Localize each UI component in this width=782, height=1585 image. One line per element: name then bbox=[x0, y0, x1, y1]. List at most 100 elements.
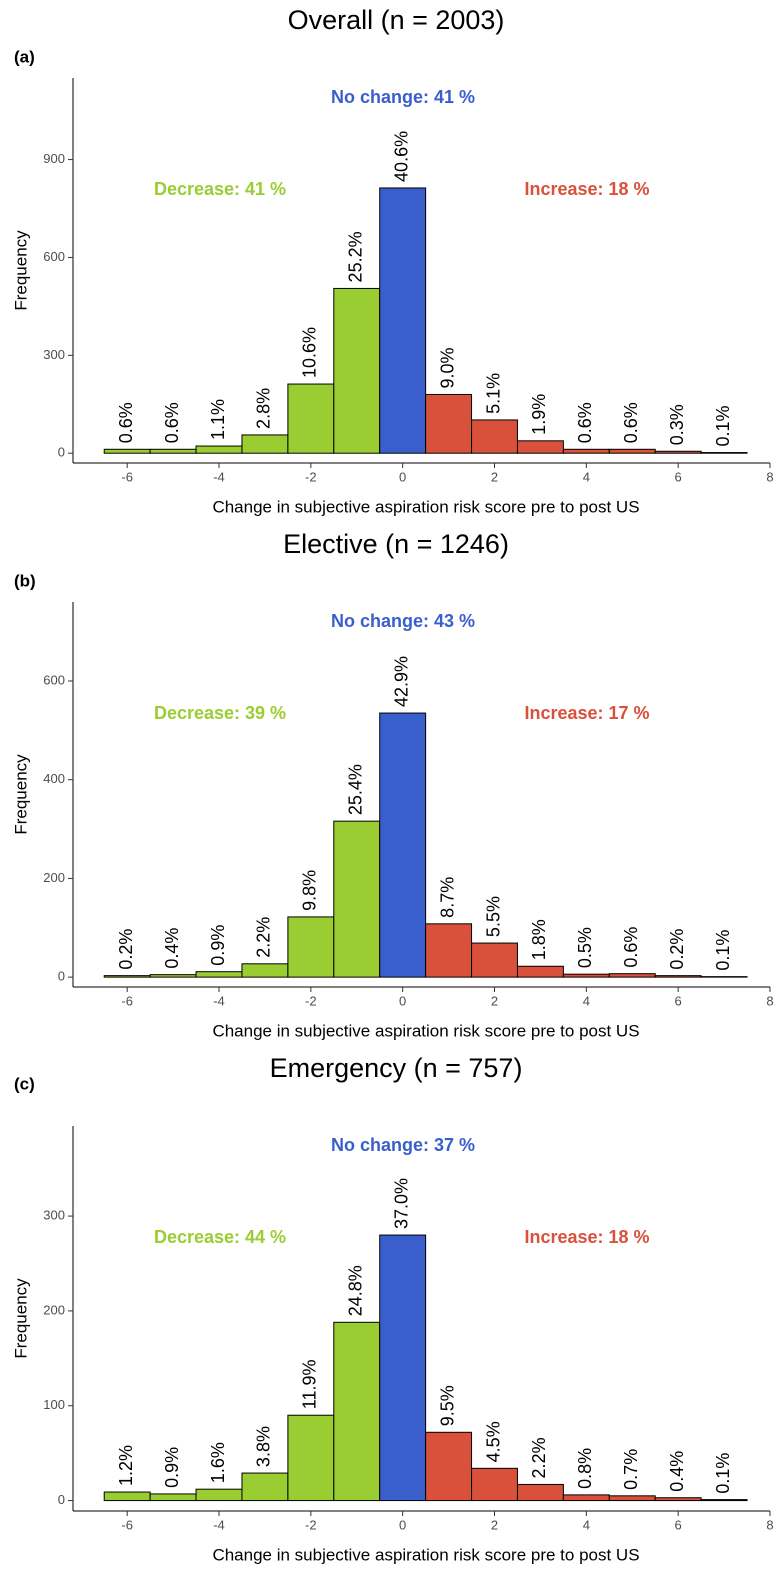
panel-label: (a) bbox=[14, 47, 35, 66]
annotation: Decrease: 39 % bbox=[154, 703, 286, 723]
x-tick-label: -4 bbox=[213, 993, 225, 1008]
bar bbox=[241, 963, 289, 978]
chart-title: Overall (n = 2003) bbox=[288, 5, 505, 35]
x-tick-label: -6 bbox=[121, 469, 133, 484]
bar bbox=[700, 452, 748, 454]
bar bbox=[608, 448, 656, 454]
bar bbox=[333, 820, 381, 978]
bar-label: 0.1% bbox=[713, 1453, 733, 1494]
bar-label: 2.2% bbox=[254, 917, 274, 958]
annotation: Increase: 18 % bbox=[524, 179, 649, 199]
y-tick-label: 400 bbox=[43, 771, 65, 786]
bar-label: 5.5% bbox=[483, 896, 503, 937]
bar bbox=[241, 434, 289, 454]
y-tick-label: 0 bbox=[58, 1492, 65, 1507]
bar-label: 40.6% bbox=[391, 131, 411, 182]
x-tick-label: 6 bbox=[675, 469, 682, 484]
bar-label: 0.3% bbox=[667, 404, 687, 445]
x-tick-label: 2 bbox=[491, 993, 498, 1008]
x-tick-label: 8 bbox=[766, 1517, 773, 1532]
bar-label: 0.9% bbox=[208, 925, 228, 966]
x-tick-label: 2 bbox=[491, 469, 498, 484]
bar bbox=[195, 445, 243, 454]
y-axis-title: Frequency bbox=[11, 754, 30, 835]
x-tick-label: -6 bbox=[121, 1517, 133, 1532]
x-tick-label: 4 bbox=[583, 993, 590, 1008]
y-tick-label: 600 bbox=[43, 249, 65, 264]
bar bbox=[654, 1497, 702, 1502]
bar-label: 0.9% bbox=[162, 1447, 182, 1488]
x-tick-label: -4 bbox=[213, 1517, 225, 1532]
bar-label: 0.8% bbox=[575, 1448, 595, 1489]
bar bbox=[654, 450, 702, 454]
panel-label: (b) bbox=[14, 571, 36, 590]
x-tick-label: 6 bbox=[675, 993, 682, 1008]
x-axis-title: Change in subjective aspiration risk sco… bbox=[212, 1545, 639, 1564]
x-tick-label: 2 bbox=[491, 1517, 498, 1532]
bar bbox=[287, 916, 335, 978]
bar bbox=[425, 1431, 473, 1502]
bar-label: 25.4% bbox=[346, 764, 366, 815]
bar-label: 0.5% bbox=[575, 927, 595, 968]
bar-label: 0.4% bbox=[667, 1451, 687, 1492]
bar-label: 0.4% bbox=[162, 928, 182, 969]
x-tick-label: -2 bbox=[305, 993, 317, 1008]
bar-label: 1.2% bbox=[116, 1445, 136, 1486]
x-tick-label: 0 bbox=[399, 1517, 406, 1532]
bar-label: 2.8% bbox=[254, 388, 274, 429]
x-tick-label: 0 bbox=[399, 993, 406, 1008]
x-tick-label: 4 bbox=[583, 1517, 590, 1532]
annotation: No change: 43 % bbox=[331, 611, 475, 631]
y-tick-label: 300 bbox=[43, 1208, 65, 1223]
bar bbox=[149, 974, 197, 978]
chart-title: Elective (n = 1246) bbox=[283, 529, 509, 559]
bar bbox=[516, 440, 564, 454]
bar-label: 5.1% bbox=[483, 373, 503, 414]
x-tick-label: 8 bbox=[766, 469, 773, 484]
bar-label: 42.9% bbox=[391, 656, 411, 707]
bar-label: 3.8% bbox=[254, 1426, 274, 1467]
bar bbox=[333, 1321, 381, 1502]
bar-label: 25.2% bbox=[346, 231, 366, 282]
bar bbox=[516, 965, 564, 978]
bar-label: 0.1% bbox=[713, 930, 733, 971]
bar bbox=[149, 448, 197, 454]
bar-label: 37.0% bbox=[391, 1178, 411, 1229]
bar bbox=[103, 448, 151, 454]
x-tick-label: 4 bbox=[583, 469, 590, 484]
bar bbox=[700, 1499, 748, 1502]
bar-label: 0.6% bbox=[575, 402, 595, 443]
bar bbox=[287, 383, 335, 454]
bar-label: 0.2% bbox=[116, 929, 136, 970]
x-axis-title: Change in subjective aspiration risk sco… bbox=[212, 497, 639, 516]
bar bbox=[562, 973, 610, 978]
bar-label: 2.2% bbox=[529, 1437, 549, 1478]
annotation: Decrease: 41 % bbox=[154, 179, 286, 199]
y-tick-label: 600 bbox=[43, 672, 65, 687]
bar-label: 11.9% bbox=[300, 1360, 320, 1410]
bar bbox=[333, 287, 381, 454]
chart-title: Emergency (n = 757) bbox=[270, 1053, 523, 1083]
annotation: No change: 41 % bbox=[331, 87, 475, 107]
annotation: No change: 37 % bbox=[331, 1135, 475, 1155]
x-tick-label: 0 bbox=[399, 469, 406, 484]
bar-label: 9.5% bbox=[437, 1385, 457, 1426]
bar-label: 0.6% bbox=[116, 402, 136, 443]
panel-label: (c) bbox=[14, 1074, 35, 1093]
bar bbox=[195, 971, 243, 978]
annotation: Increase: 17 % bbox=[524, 703, 649, 723]
bar bbox=[471, 419, 518, 454]
bar-label: 0.7% bbox=[621, 1449, 641, 1490]
y-tick-label: 0 bbox=[58, 969, 65, 984]
annotation: Increase: 18 % bbox=[524, 1227, 649, 1247]
bar-label: 10.6% bbox=[300, 327, 320, 378]
bar-label: 1.9% bbox=[529, 394, 549, 435]
bar-label: 1.8% bbox=[529, 919, 549, 960]
bar bbox=[103, 975, 151, 978]
bar-label: 8.7% bbox=[437, 877, 457, 918]
bar bbox=[425, 393, 473, 454]
bar-label: 0.1% bbox=[713, 406, 733, 447]
bar bbox=[608, 973, 656, 978]
